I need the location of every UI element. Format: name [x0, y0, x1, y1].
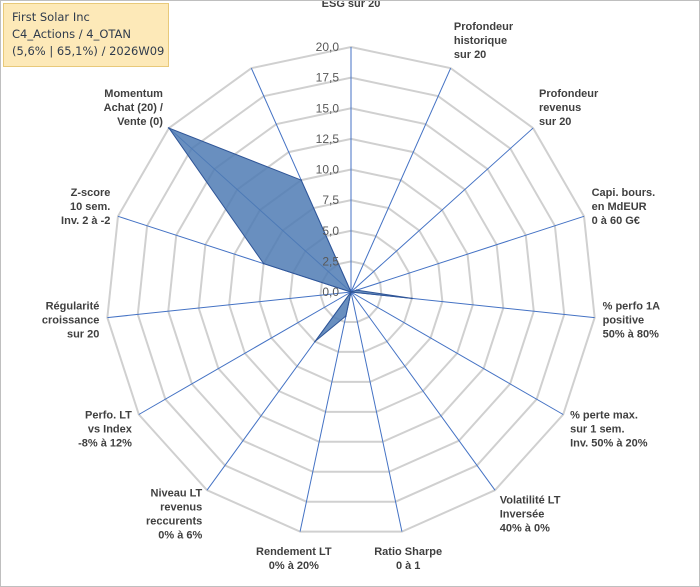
axis-label: Ratio Sharpe 0 à 1	[374, 546, 442, 572]
axis-label-line: Achat (20) /	[104, 102, 163, 114]
axis-label: Volatilité LT Inversée 40% à 0%	[500, 494, 561, 534]
axis-spoke	[350, 291, 403, 532]
axis-label-line: 40% à 0%	[500, 522, 550, 534]
axis-label-line: reccurents	[146, 515, 202, 527]
portfolio-name: C4_Actions / 4_OTAN	[12, 27, 132, 41]
axis-label: NoteESG sur 20	[322, 1, 381, 10]
tick-label: 5,0	[322, 224, 339, 238]
tick-label: 10,0	[316, 163, 340, 177]
tick-label: 15,0	[316, 101, 340, 115]
axis-label-line: historique	[454, 35, 507, 47]
axis-spoke	[350, 67, 452, 293]
axis-label-line: Inv. 50% à 20%	[570, 438, 648, 450]
axis-label-line: positive	[603, 315, 645, 327]
data-point	[262, 262, 265, 265]
axis-label-line: sur 20	[454, 49, 486, 61]
axis-spoke	[299, 291, 352, 532]
axis-label: % perte max. sur 1 sem. Inv. 50% à 20%	[570, 410, 648, 450]
axis-label-line: sur 20	[67, 329, 99, 341]
axis-label-line: % perfo 1A	[603, 301, 661, 313]
axis-label-line: 0 à 60 G€	[592, 215, 640, 227]
axis-label-line: vs Index	[88, 424, 133, 436]
axis-label-line: ESG sur 20	[322, 1, 381, 10]
axis-spoke	[350, 291, 496, 491]
axis-label: Z-score 10 sem. Inv. 2 à -2	[61, 187, 110, 227]
axis-spoke	[350, 127, 534, 293]
radar-series	[167, 126, 413, 343]
axis-label-line: sur 1 sem.	[570, 424, 624, 436]
axis-label-line: Ratio Sharpe	[374, 546, 442, 558]
axis-spoke	[350, 291, 564, 415]
tick-label: 7,5	[322, 193, 339, 207]
axis-label-line: Profondeur	[454, 21, 514, 33]
data-point	[345, 315, 347, 317]
radar-grid	[106, 45, 596, 533]
tick-label: 12,5	[316, 132, 340, 146]
axis-label: % perfo 1A positive 50% à 80%	[603, 301, 661, 341]
axis-label: Régularité croissance sur 20	[42, 301, 99, 341]
grid-ring	[106, 45, 596, 533]
axis-label-line: 50% à 80%	[603, 329, 659, 341]
axis-label-line: Profondeur	[539, 88, 599, 100]
axis-label-line: 0 à 1	[396, 560, 420, 572]
radar-axis-labels: NoteESG sur 20 Profondeur historique sur 20…	[42, 1, 660, 572]
axis-spoke	[350, 215, 585, 293]
axis-label: Rendement LT 0% à 20%	[256, 546, 332, 572]
axis-label-line: revenus	[539, 102, 581, 114]
data-point	[168, 127, 170, 129]
grid-ring	[197, 137, 505, 443]
axis-label-line: Volatilité LT	[500, 494, 561, 506]
data-point	[411, 297, 413, 300]
axis-label: Momentum Achat (20) / Vente (0)	[104, 88, 164, 128]
axis-label-line: Momentum	[104, 88, 163, 100]
data-point	[350, 291, 352, 293]
data-point	[300, 179, 302, 181]
axis-label-line: Niveau LT	[151, 487, 203, 499]
axis-label-line: Z-score	[71, 187, 111, 199]
data-point	[356, 289, 358, 291]
tick-label: 20,0	[316, 40, 340, 54]
axis-label-line: 10 sem.	[70, 201, 110, 213]
grid-ring	[167, 107, 535, 473]
radar-tick-labels: 0,0 2,5 5,0 7,5 10,0 12,5 15,0 17,5 20,0	[316, 40, 340, 299]
axis-label: Profondeur historique sur 20	[454, 21, 514, 61]
axis-label-line: Inv. 2 à -2	[61, 215, 110, 227]
tick-label: 2,5	[322, 254, 339, 268]
axis-spoke	[138, 291, 352, 415]
title-box: First Solar Inc C4_Actions / 4_OTAN (5,6…	[3, 3, 169, 67]
axis-label-line: croissance	[42, 315, 99, 327]
axis-label-line: % perte max.	[570, 410, 638, 422]
axis-spoke	[107, 291, 352, 319]
axis-label: Profondeur revenus sur 20	[539, 88, 599, 128]
tick-label: 17,5	[316, 71, 340, 85]
axis-label-line: 0% à 20%	[269, 560, 319, 572]
grid-ring	[136, 76, 566, 503]
data-point	[314, 340, 316, 343]
axis-label-line: revenus	[160, 501, 202, 513]
axis-label-line: Perfo. LT	[85, 410, 132, 422]
performance-stats: (5,6% | 65,1%) / 2026W09	[12, 44, 165, 58]
tick-label: 0,0	[322, 285, 339, 299]
axis-label-line: Rendement LT	[256, 546, 332, 558]
axis-label: Perfo. LT vs Index -8% à 12%	[78, 410, 133, 450]
axis-label: Capi. bours. en MdEUR 0 à 60 G€	[592, 187, 656, 227]
axis-label-line: sur 20	[539, 116, 571, 128]
axis-label-line: Inversée	[500, 508, 545, 520]
axis-label: Niveau LT revenus reccurents 0% à 6%	[146, 487, 203, 541]
axis-label-line: -8% à 12%	[78, 438, 132, 450]
axis-label-line: Vente (0)	[117, 116, 163, 128]
company-name: First Solar Inc	[12, 10, 90, 24]
axis-label-line: en MdEUR	[592, 201, 647, 213]
axis-label-line: 0% à 6%	[158, 529, 202, 541]
axis-label-line: Régularité	[46, 301, 100, 313]
axis-label-line: Capi. bours.	[592, 187, 656, 199]
